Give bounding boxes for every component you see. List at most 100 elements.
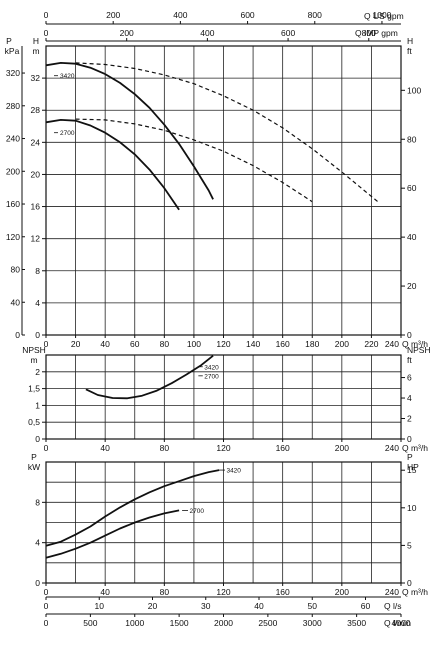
series-line-dashed-1	[75, 62, 380, 203]
x-tick-label: 0	[44, 339, 49, 349]
lmin-tick-label: 0	[44, 618, 49, 628]
curve-label-3420: 3420	[60, 73, 75, 80]
imp-gpm-tick-label: 200	[120, 28, 134, 38]
outer-tick-label: 40	[11, 297, 21, 307]
right-tick-label: 0	[407, 330, 412, 340]
outer-axis-label-unit: kPa	[5, 46, 20, 56]
outer-tick-label: 120	[6, 232, 20, 242]
x-tick-label: 80	[160, 587, 170, 597]
npsh-label-3420: 3420	[204, 364, 219, 371]
y-tick-label: 4	[35, 538, 40, 548]
x-tick-label: 160	[276, 443, 290, 453]
x-tick-label: 40	[100, 443, 110, 453]
y-tick-label: 32	[31, 73, 41, 83]
x-tick-label: 40	[100, 587, 110, 597]
x-tick-label: 140	[246, 339, 260, 349]
outer-tick-label: 240	[6, 134, 20, 144]
imp-gpm-tick-label: 400	[200, 28, 214, 38]
x-tick-label: 120	[216, 443, 230, 453]
ls-tick-label: 30	[201, 601, 211, 611]
x-tick-label: 60	[130, 339, 140, 349]
ls-label: Q l/s	[384, 601, 401, 611]
power-label-3420: 3420	[226, 468, 241, 475]
right-tick-label: 20	[407, 281, 417, 291]
y-tick-label: 28	[31, 105, 41, 115]
us-gpm-tick-label: 200	[106, 10, 120, 20]
y-tick-label: 4	[35, 298, 40, 308]
lmin-label: Q l/min	[384, 618, 411, 628]
us-gpm-tick-label: 0	[44, 10, 49, 20]
x-tick-label: 220	[364, 339, 378, 349]
right-tick-label: 80	[407, 134, 417, 144]
right-tick-label: 4	[407, 393, 412, 403]
lmin-tick-label: 2000	[214, 618, 233, 628]
x-tick-label: 80	[160, 339, 170, 349]
imp-gpm-label: Q IMP gpm	[355, 28, 398, 38]
left-axis-label-symbol: H	[33, 36, 39, 46]
us-gpm-tick-label: 1000	[372, 10, 391, 20]
bottom-flow-axes: 0 10 20 30 40 50 60 Q l/s 0 500 1000 1500 2000 2500 30…	[44, 596, 411, 628]
x-tick-label: 160	[276, 587, 290, 597]
lmin-tick-label: 3500	[347, 618, 366, 628]
x-tick-label: 120	[216, 587, 230, 597]
npsh-label-2700: 2700	[204, 373, 219, 380]
right-tick-label: 0	[407, 434, 412, 444]
right-tick-label: 15	[407, 465, 417, 475]
outer-tick-label: 200	[6, 166, 20, 176]
x-tick-label: 240	[385, 587, 399, 597]
x-tick-label: 80	[160, 443, 170, 453]
curve-label-2700: 2700	[60, 130, 75, 137]
head-chart: 0 20 40 60 80 100 120 140 160 180 200 220 240 Q m³/h0…	[5, 36, 429, 349]
series-line-3420	[45, 62, 214, 200]
right-tick-label: 5	[407, 540, 412, 550]
y-tick-label: 24	[31, 137, 41, 147]
imp-gpm-tick-label: 800	[362, 28, 376, 38]
y-tick-label: 0	[35, 434, 40, 444]
y-tick-label: 0,5	[28, 417, 40, 427]
right-axis-label-unit: ft	[407, 355, 412, 365]
series-line-dashed-3	[75, 118, 313, 203]
power-label-2700: 2700	[189, 508, 204, 515]
y-tick-label: 1	[35, 400, 40, 410]
lmin-tick-label: 2500	[258, 618, 277, 628]
right-axis-label-unit: HP	[407, 462, 419, 472]
lmin-tick-label: 500	[83, 618, 97, 628]
us-gpm-tick-label: 800	[308, 10, 322, 20]
x-axis-label: Q m³/h	[402, 587, 428, 597]
outer-tick-label: 80	[11, 265, 21, 275]
right-axis-label-symbol: NPSH	[407, 345, 431, 355]
imp-gpm-tick-label: 600	[281, 28, 295, 38]
x-tick-label: 240	[385, 443, 399, 453]
outer-axis-label-symbol: P	[6, 36, 12, 46]
left-axis-label-symbol: P	[31, 452, 37, 462]
y-tick-label: 0	[35, 330, 40, 340]
y-tick-label: 0	[35, 578, 40, 588]
x-tick-label: 200	[335, 587, 349, 597]
ls-tick-label: 50	[308, 601, 318, 611]
series-line-2700	[45, 119, 180, 211]
right-axis-label-symbol: P	[407, 452, 413, 462]
y-tick-label: 2	[35, 367, 40, 377]
lmin-tick-label: 1000	[125, 618, 144, 628]
series-line-3420	[45, 469, 220, 547]
x-axis-label: Q m³/h	[402, 443, 428, 453]
right-tick-label: 60	[407, 183, 417, 193]
x-tick-label: 200	[335, 339, 349, 349]
outer-tick-label: 280	[6, 101, 20, 111]
left-axis-label-symbol: NPSH	[22, 345, 46, 355]
left-axis-label-unit: m	[32, 46, 39, 56]
lmin-tick-label: 3000	[303, 618, 322, 628]
x-tick-label: 200	[335, 443, 349, 453]
lmin-tick-label: 4000	[392, 618, 411, 628]
y-tick-label: 8	[35, 266, 40, 276]
x-tick-label: 180	[305, 339, 319, 349]
ls-tick-label: 40	[254, 601, 264, 611]
ls-tick-label: 10	[95, 601, 105, 611]
outer-tick-label: 0	[15, 330, 20, 340]
right-axis-label-unit: ft	[407, 46, 412, 56]
right-tick-label: 2	[407, 414, 412, 424]
right-tick-label: 40	[407, 232, 417, 242]
series-line-2700	[45, 509, 180, 559]
us-gpm-tick-label: 600	[240, 10, 254, 20]
